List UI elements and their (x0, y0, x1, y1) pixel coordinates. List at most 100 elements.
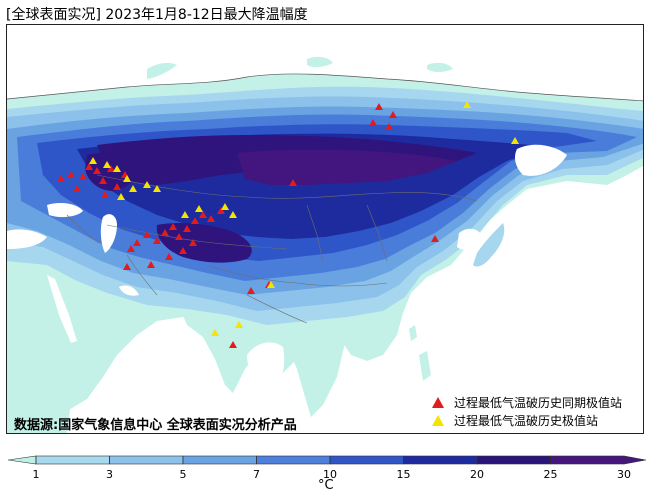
colorbar-segment (35, 455, 110, 465)
station-marker-red (431, 235, 439, 242)
colorbar-tick-label: 25 (544, 468, 558, 481)
country-borders (66, 174, 478, 324)
station-marker-yellow (117, 193, 125, 200)
station-marker-red (161, 229, 169, 236)
station-marker-red (207, 215, 215, 222)
station-marker-yellow (463, 101, 471, 108)
station-marker-yellow (153, 185, 161, 192)
colorbar-segment (109, 455, 184, 465)
station-marker-yellow (181, 211, 189, 218)
colorbar-tick-label: 1 (33, 468, 40, 481)
land-islands-2 (419, 351, 431, 381)
colorbar-tick-label: 30 (617, 468, 631, 481)
land-islands (409, 325, 417, 341)
map-area (6, 24, 644, 434)
colorbar-tick-label: 5 (180, 468, 187, 481)
station-marker-red (101, 191, 109, 198)
station-marker-red (57, 175, 65, 182)
novaya-zemlya (147, 62, 177, 79)
station-marker-yellow (89, 157, 97, 164)
station-marker-red (191, 217, 199, 224)
land-japan (473, 223, 505, 267)
station-marker-yellow (229, 211, 237, 218)
station-marker-red (85, 163, 93, 170)
red-sea (47, 275, 77, 343)
legend-label-period: 过程最低气温破历史同期极值站 (454, 395, 623, 410)
colorbar-tick-label: 10 (323, 468, 337, 481)
okhotsk-sea (515, 144, 567, 176)
colorbar-tick-label: 15 (397, 468, 411, 481)
station-marker-yellow (195, 205, 203, 212)
station-marker-red (369, 119, 377, 126)
colorbar-tick-label: 7 (253, 468, 260, 481)
station-marker-yellow (103, 161, 111, 168)
station-marker-red (67, 171, 75, 178)
colorbar-arrow-left (7, 455, 37, 465)
band-25-30-east (237, 149, 457, 185)
black-sea (47, 203, 83, 218)
colorbar: 1 3 5 7 10 15 20 25 30 (7, 455, 647, 481)
station-marker-red (375, 103, 383, 110)
colorbar-segment (403, 455, 478, 465)
land-india (177, 301, 269, 393)
station-marker-red (133, 239, 141, 246)
station-marker-red (179, 247, 187, 254)
station-marker-red (189, 239, 197, 246)
sea-of-japan (457, 228, 483, 250)
station-marker-red (113, 183, 121, 190)
station-legend: 过程最低气温破历史同期极值站 过程最低气温破历史极值站 (424, 390, 634, 432)
station-marker-red (127, 245, 135, 252)
station-marker-yellow (129, 185, 137, 192)
station-marker-red (93, 167, 101, 174)
station-marker-red (217, 207, 225, 214)
colorbar-ticks: 1 3 5 7 10 15 20 25 30 (33, 456, 631, 481)
station-marker-red (79, 173, 87, 180)
bay-of-bengal (247, 342, 285, 395)
record-all-markers (89, 101, 519, 336)
station-marker-yellow (211, 329, 219, 336)
station-marker-red (175, 233, 183, 240)
station-marker-yellow (267, 281, 275, 288)
colorbar-arrow-right (623, 455, 647, 465)
station-marker-yellow (511, 137, 519, 144)
land-se-asia (277, 321, 345, 417)
mediterranean (7, 229, 47, 249)
caspian-sea (100, 214, 117, 253)
colorbar-segment (256, 455, 331, 465)
station-marker-red (153, 237, 161, 244)
station-marker-red (143, 231, 151, 238)
station-marker-red (229, 341, 237, 348)
severnaya-zemlya (307, 56, 333, 68)
colorbar-segment (329, 455, 404, 465)
colorbar-unit: °C (318, 478, 334, 493)
new-siberian-islands (427, 62, 453, 72)
legend-label-all: 过程最低气温破历史极值站 (454, 413, 599, 428)
land-africa (7, 275, 71, 433)
station-marker-red (73, 185, 81, 192)
station-marker-yellow (235, 321, 243, 328)
colorbar-tick-label: 20 (470, 468, 484, 481)
colorbar-segment (476, 455, 551, 465)
legend-row-period: 过程最低气温破历史同期极值站 (432, 393, 622, 411)
colorbar-segment (182, 455, 257, 465)
coastline (7, 73, 643, 102)
colorbar-segments (7, 455, 647, 465)
data-source: 数据源:国家气象信息中心 全球表面实况分析产品 (14, 418, 297, 433)
station-marker-red (99, 177, 107, 184)
land-arabia (57, 280, 124, 366)
colorbar-tick-label: 3 (106, 468, 113, 481)
station-marker-red (107, 165, 115, 172)
station-marker-yellow (123, 175, 131, 182)
station-marker-red (169, 223, 177, 230)
station-marker-yellow (113, 165, 121, 172)
map-title: [全球表面实况] 2023年1月8-12日最大降温幅度 (6, 7, 308, 23)
station-marker-red (385, 123, 393, 130)
station-marker-red (183, 225, 191, 232)
band-25-30-west (85, 153, 135, 191)
station-marker-red (199, 211, 207, 218)
station-marker-red (147, 261, 155, 268)
red-triangle-icon (432, 396, 444, 408)
station-marker-yellow (143, 181, 151, 188)
station-marker-red (165, 253, 173, 260)
station-marker-red (289, 179, 297, 186)
